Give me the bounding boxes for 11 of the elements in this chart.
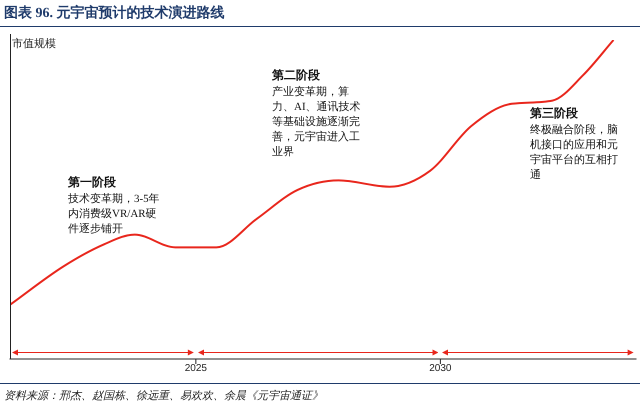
annotation: 产业变革期，算力、AI、通讯技术等基础设施逐渐完善，元宇宙进入工业界 bbox=[272, 85, 362, 160]
x-tick-label: 2030 bbox=[429, 362, 452, 374]
x-tick-label: 2025 bbox=[184, 362, 208, 374]
annotation: 第二阶段 bbox=[272, 68, 321, 83]
y-axis-title: 市值规模 bbox=[12, 36, 56, 51]
annotation: 第三阶段 bbox=[530, 106, 579, 121]
text: 资料来源：邢杰、赵国栋、徐远重、易欢欢、余晨《元宇宙通证》 bbox=[4, 388, 323, 403]
annotation: 技术变革期，3-5年内消费级VR/AR硬件逐步铺开 bbox=[68, 192, 160, 237]
chart-title: 图表 96. 元宇宙预计的技术演进路线 bbox=[4, 4, 224, 22]
annotation: 第一阶段 bbox=[68, 175, 117, 190]
annotation: 终极融合阶段，脑机接口的应用和元宇宙平台的互相打通 bbox=[530, 123, 619, 183]
